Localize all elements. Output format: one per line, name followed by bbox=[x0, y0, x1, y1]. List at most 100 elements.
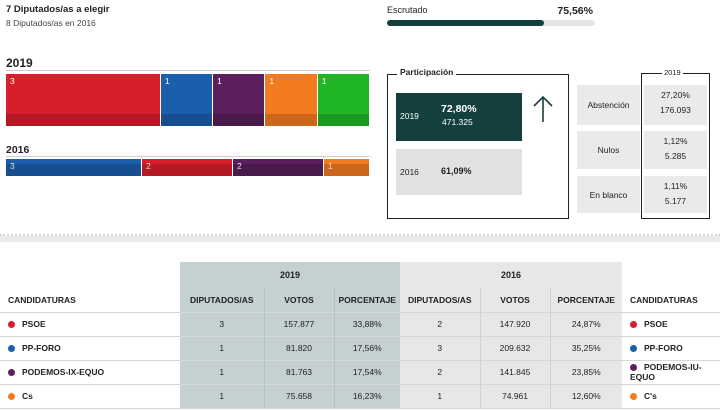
votes-2019: 75.658 bbox=[264, 384, 335, 409]
seat-segment-label: 1 bbox=[328, 161, 333, 171]
table-row: Cs 1 75.658 16,23% 1 74.961 12,60% C's bbox=[0, 384, 720, 409]
pct-2016: 35,25% bbox=[550, 336, 622, 361]
party-cell: Cs bbox=[0, 384, 180, 409]
null-value: 1,12% 5.285 bbox=[644, 131, 707, 169]
seat-segment: 1 bbox=[324, 159, 369, 176]
pct-2019: 16,23% bbox=[334, 384, 400, 409]
party-name-2016: PODEMOS-IU-EQUO bbox=[630, 362, 702, 382]
seat-segment: 1 bbox=[265, 74, 317, 126]
party-color-dot bbox=[630, 344, 637, 352]
party-color-dot bbox=[8, 368, 15, 376]
seats-2016: 2 bbox=[400, 360, 481, 385]
pct-2016: 24,87% bbox=[550, 312, 622, 337]
party-name-2016: PP-FORO bbox=[644, 343, 683, 353]
scrutiny-progress-fill bbox=[387, 20, 545, 26]
seats-2019: 3 bbox=[180, 312, 265, 337]
seat-segment-shade bbox=[317, 114, 369, 126]
seat-bar-2019: 3 1 1 1 1 bbox=[6, 74, 370, 126]
seat-segment-shade bbox=[213, 114, 265, 126]
seat-segment: 2 bbox=[142, 159, 232, 176]
stats-2019-year: 2019 bbox=[662, 68, 683, 77]
party-cell: PSOE bbox=[0, 312, 180, 337]
col-votos-2016: VOTOS bbox=[480, 288, 551, 313]
seat-segment: 2 bbox=[233, 159, 323, 176]
votes-2016: 147.920 bbox=[480, 312, 551, 337]
results-table: 2019 2016 CANDIDATURAS DIPUTADOS/AS VOTO… bbox=[0, 262, 720, 409]
table-row: PP-FORO 1 81.820 17,56% 3 209.632 35,25%… bbox=[0, 336, 720, 361]
participation-2019-year: 2019 bbox=[400, 111, 419, 121]
participation-2019-pct: 72,80% bbox=[441, 103, 477, 115]
null-pct: 1,12% bbox=[663, 136, 688, 146]
party-name: Cs bbox=[22, 391, 33, 401]
arrow-up-icon bbox=[529, 94, 557, 124]
party-name: PP-FORO bbox=[22, 343, 61, 353]
seat-bar-2016: 3 2 2 1 bbox=[6, 159, 370, 176]
pct-2019: 17,56% bbox=[334, 336, 400, 361]
party-cell: PODEMOS-IX-EQUO bbox=[0, 360, 180, 385]
seats-2016: 1 bbox=[400, 384, 481, 409]
party-cell: PP-FORO bbox=[0, 336, 180, 361]
seat-segment: 3 bbox=[6, 74, 160, 126]
section-separator-dots bbox=[0, 234, 720, 236]
party-cell-2016: PSOE bbox=[622, 312, 720, 337]
seat-segment: 1 bbox=[213, 74, 265, 126]
blank-value: 1,11% 5.177 bbox=[644, 176, 707, 213]
column-header-row: CANDIDATURAS DIPUTADOS/AS VOTOS PORCENTA… bbox=[0, 288, 720, 313]
seat-segment-label: 1 bbox=[269, 76, 275, 86]
party-color-dot bbox=[630, 320, 637, 328]
blank-votes: 5.177 bbox=[664, 196, 687, 206]
divider bbox=[6, 70, 370, 71]
seats-2019: 1 bbox=[180, 336, 265, 361]
table-row: PODEMOS-IX-EQUO 1 81.763 17,54% 2 141.84… bbox=[0, 360, 720, 385]
year-header-row: 2019 2016 bbox=[0, 262, 720, 288]
seats-2019: 1 bbox=[180, 360, 265, 385]
participation-2016-year: 2016 bbox=[400, 167, 419, 177]
seat-segment-shade bbox=[265, 114, 317, 126]
scrutiny-progress-bar bbox=[387, 20, 595, 26]
votes-2016: 209.632 bbox=[480, 336, 551, 361]
col-diputados-2016: DIPUTADOS/AS bbox=[400, 288, 481, 313]
scrutiny-value: 75,56% bbox=[557, 5, 593, 17]
party-color-dot bbox=[8, 392, 15, 400]
participation-2016-pct: 61,09% bbox=[441, 166, 472, 176]
blank-pct: 1,11% bbox=[663, 181, 688, 191]
pct-2019: 33,88% bbox=[334, 312, 400, 337]
participation-title: Participación bbox=[397, 67, 457, 77]
seats-2019: 1 bbox=[180, 384, 265, 409]
party-color-dot bbox=[630, 392, 637, 400]
seat-segment-label: 1 bbox=[164, 76, 170, 86]
seats-to-elect: 7 Diputados/as a elegir bbox=[6, 4, 110, 15]
col-porcentaje-2016: PORCENTAJE bbox=[550, 288, 622, 313]
seat-segment-label: 2 bbox=[146, 161, 151, 171]
col-votos-2019: VOTOS bbox=[264, 288, 335, 313]
abstention-pct: 27,20% bbox=[661, 90, 690, 100]
seat-segment-label: 1 bbox=[321, 76, 327, 86]
seats-previous: 8 Diputados/as en 2016 bbox=[6, 18, 96, 28]
empty-cell bbox=[622, 262, 720, 288]
seats-2016: 3 bbox=[400, 336, 481, 361]
party-cell-2016: PP-FORO bbox=[622, 336, 720, 361]
col-candidaturas: CANDIDATURAS bbox=[0, 288, 180, 313]
votes-2019: 157.877 bbox=[264, 312, 335, 337]
seat-segment: 3 bbox=[6, 159, 141, 176]
seat-segment-label: 1 bbox=[217, 76, 222, 86]
votes-2016: 74.961 bbox=[480, 384, 551, 409]
participation-2016-card: 2016 61,09% bbox=[396, 149, 522, 195]
seat-segment-shade bbox=[233, 164, 323, 176]
null-label: Nulos bbox=[577, 131, 640, 169]
col-candidaturas-2016: CANDIDATURAS bbox=[622, 288, 720, 313]
seat-segment-shade bbox=[142, 164, 232, 176]
section-separator bbox=[0, 236, 720, 242]
seats-2016-title: 2016 bbox=[6, 144, 30, 156]
pct-2016: 12,60% bbox=[550, 384, 622, 409]
divider bbox=[6, 156, 370, 157]
pct-2019: 17,54% bbox=[334, 360, 400, 385]
votes-2019: 81.820 bbox=[264, 336, 335, 361]
party-cell-2016: C's bbox=[622, 384, 720, 409]
party-name: PODEMOS-IX-EQUO bbox=[22, 367, 105, 377]
col-porcentaje-2019: PORCENTAJE bbox=[334, 288, 400, 313]
participation-2019-card: 2019 72,80% 471.325 bbox=[396, 93, 522, 141]
seat-segment-label: 3 bbox=[10, 161, 15, 171]
participation-2019-votes: 471.325 bbox=[442, 117, 473, 127]
seats-2019-title: 2019 bbox=[6, 56, 33, 70]
